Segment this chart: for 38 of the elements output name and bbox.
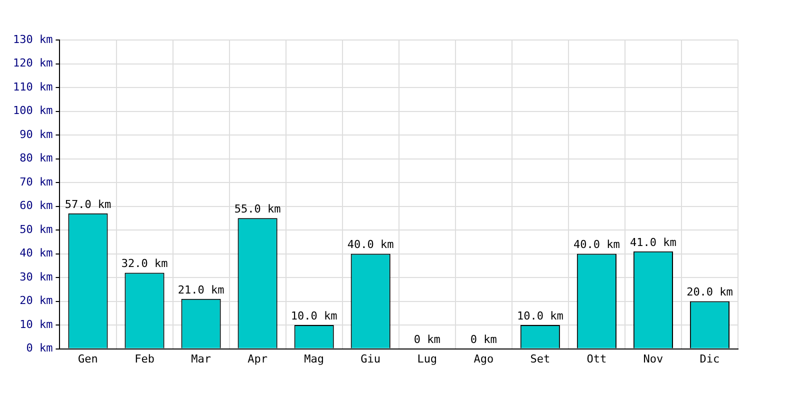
- data-label: 40.0 km: [574, 238, 620, 252]
- y-tick-label: 0 km: [26, 342, 54, 355]
- data-label: 0 km: [470, 333, 498, 346]
- x-tick-label: Giu: [360, 352, 381, 366]
- data-label: 10.0 km: [516, 309, 564, 322]
- data-label: 20.0 km: [686, 286, 734, 299]
- x-tick-label: Mar: [191, 352, 212, 366]
- x-tick-label: Apr: [248, 352, 268, 366]
- x-tick-label: Nov: [643, 352, 664, 366]
- y-tick-label: 60 km: [20, 199, 54, 212]
- y-tick-label: 120 km: [12, 56, 54, 70]
- data-label: 57.0 km: [64, 198, 112, 211]
- y-tick-label: 40 km: [20, 246, 54, 260]
- y-tick-label: 70 km: [20, 175, 54, 188]
- data-label: 55.0 km: [234, 202, 282, 216]
- y-tick-label: 100 km: [12, 104, 54, 118]
- y-tick-label: 110 km: [12, 80, 54, 94]
- y-tick-label: 90 km: [20, 128, 54, 141]
- y-tick-label: 10 km: [20, 318, 54, 331]
- data-label: 40.0 km: [347, 238, 394, 252]
- data-label: 32.0 km: [121, 257, 168, 270]
- x-tick-label: Ago: [474, 352, 494, 366]
- data-label: 41.0 km: [630, 236, 677, 249]
- x-tick-label: Lug: [417, 352, 438, 366]
- data-label: 0 km: [414, 333, 441, 346]
- x-tick-label: Set: [530, 352, 550, 366]
- y-tick-label: 130 km: [12, 32, 54, 46]
- data-label: 21.0 km: [178, 283, 225, 296]
- y-tick-label: 30 km: [20, 270, 54, 284]
- y-tick-label: 20 km: [20, 294, 54, 308]
- x-tick-label: Gen: [78, 352, 98, 366]
- x-tick-label: Ott: [586, 352, 607, 366]
- y-tick-label: 80 km: [20, 152, 54, 165]
- x-tick-label: Feb: [134, 352, 154, 366]
- x-tick-label: Dic: [700, 352, 720, 366]
- x-tick-label: Mag: [304, 352, 324, 366]
- y-tick-label: 50 km: [20, 222, 54, 236]
- data-label: 10.0 km: [290, 309, 338, 322]
